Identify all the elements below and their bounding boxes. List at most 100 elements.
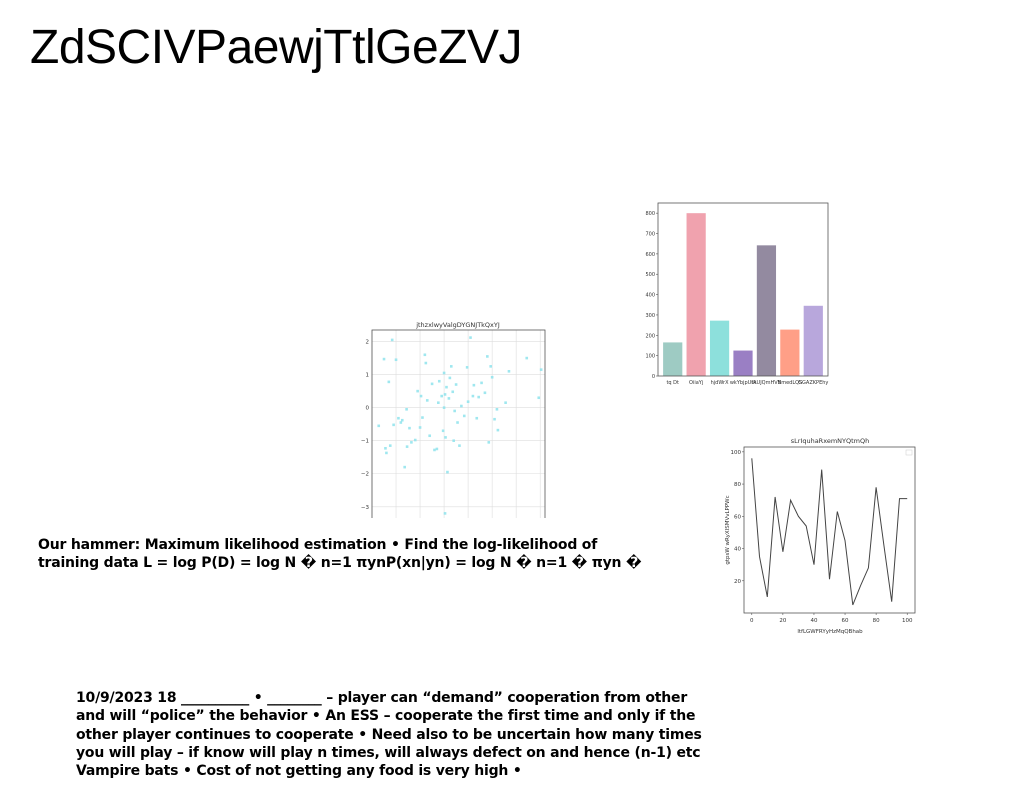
scatter-point [456, 421, 459, 424]
scatter-point [413, 438, 417, 442]
scatter-point [419, 394, 423, 398]
scatter-point [394, 358, 398, 362]
scatter-point [445, 385, 448, 389]
scatter-point [469, 336, 472, 339]
scatter-point [525, 356, 529, 360]
scatter-point [458, 444, 461, 447]
line-xtick-label: 80 [873, 618, 880, 624]
scatter-point [462, 414, 466, 418]
scatter-point [444, 436, 447, 439]
scatter-point [424, 361, 428, 365]
line-xtick-label: 0 [750, 618, 754, 624]
scatter-point [507, 370, 511, 373]
scatter-point [418, 426, 422, 429]
line-chart-title: sLrIquhaRxemNYQtmQh [791, 437, 870, 445]
scatter-point [539, 368, 543, 371]
scatter-point [392, 423, 395, 427]
scatter-point [475, 416, 479, 420]
scatter-point [447, 397, 451, 400]
scatter-point [423, 353, 427, 357]
scatter-ytick-label: −1 [361, 439, 369, 445]
bar-xtick-label: OiiaYj [689, 380, 703, 386]
paragraph-ess-notes: 10/9/2023 18 __________ • ________ – pla… [76, 690, 702, 780]
line-chart-ylabel: gtpsW wRyXISMVvLPPWc [725, 495, 731, 564]
line-ytick-label: 40 [734, 547, 741, 553]
scatter-point [489, 365, 492, 368]
scatter-point [446, 470, 449, 474]
scatter-point [399, 421, 403, 424]
scatter-point [486, 355, 489, 358]
scatter-point [495, 408, 499, 411]
scatter-point [449, 365, 453, 368]
scatter-point [441, 429, 445, 433]
scatter-point [452, 439, 455, 442]
scatter-chart-title: jthzxlwyValgDYGNJTkQxYJ [415, 321, 500, 329]
line-frame [743, 446, 916, 614]
bar-ytick-label: 400 [645, 293, 655, 299]
scatter-point [425, 399, 429, 402]
scatter-point [388, 444, 392, 447]
bar-xtick-label: hjdWrX [711, 380, 730, 386]
bar [756, 245, 777, 376]
scatter-point [471, 394, 475, 398]
scatter-point [443, 393, 447, 396]
scatter-point [408, 426, 411, 430]
scatter-point [487, 441, 491, 444]
bar-ytick-label: 700 [645, 232, 655, 238]
scatter-point [384, 446, 387, 450]
scatter-point [435, 447, 439, 451]
scatter-point [454, 383, 458, 386]
bar-ytick-label: 500 [645, 272, 655, 278]
scatter-point [448, 376, 452, 380]
scatter-point [405, 408, 408, 411]
bar-ytick-label: 600 [645, 252, 655, 258]
scatter-point [410, 441, 413, 444]
line-xtick-label: 20 [779, 618, 786, 624]
line-ytick-label: 80 [734, 482, 741, 488]
scatter-point [466, 400, 470, 404]
line-ytick-label: 100 [731, 450, 742, 456]
bar-chart: 0 100 200 300 400 500 600 700 800 tq Dt OiiaYj hjd… [645, 202, 829, 386]
scatter-point [443, 512, 447, 515]
slide-title: ZdSCIVPaewjTtlGeZVJ [30, 21, 522, 74]
scatter-point [440, 394, 443, 398]
line-chart-xlabel: ltfLGWFRYyHzMqQBhab [797, 629, 863, 635]
bar [733, 350, 753, 376]
scatter-point [430, 382, 434, 386]
scatter-point [387, 380, 391, 384]
scatter-point [493, 417, 496, 421]
bar-xtick-label: lAUJQmHVB [752, 380, 782, 386]
scatter-ytick-label: 1 [366, 373, 370, 379]
scatter-point [496, 428, 500, 432]
bar [663, 342, 683, 376]
scatter-ytick-label: 0 [366, 406, 370, 412]
line-ytick-label: 20 [734, 579, 741, 585]
scatter-point [472, 383, 476, 387]
scatter-point [428, 434, 431, 438]
scatter-point [400, 418, 404, 422]
scatter-point [537, 396, 541, 400]
bar-frame [657, 202, 829, 377]
line-xtick-label: 40 [810, 618, 817, 624]
scatter-point [480, 381, 483, 385]
bar [780, 329, 800, 376]
scatter-point [460, 404, 463, 408]
scatter-ytick-label: −3 [361, 505, 370, 511]
bar-xtick-label: GGAZKPEhy [798, 380, 828, 386]
line-xtick-label: 100 [902, 618, 913, 624]
bar-ytick-label: 0 [652, 374, 655, 380]
bar-ytick-label: 200 [645, 333, 655, 339]
bar-ytick-label: 300 [645, 313, 655, 319]
scatter-point [451, 390, 455, 394]
scatter-frame [371, 329, 546, 518]
bar [709, 320, 730, 376]
scatter-point [397, 416, 400, 420]
scatter-point [442, 406, 446, 409]
scatter-point [504, 401, 507, 404]
bar-xtick-label: NmedLQS [777, 380, 802, 386]
line-xtick-label: 60 [842, 618, 849, 624]
scatter-point [390, 338, 394, 342]
scatter-ytick-label: 2 [366, 340, 370, 346]
scatter-point [437, 401, 440, 404]
line-chart: sLrIquhaRxemNYQtmQh 0 20 40 60 80 100 20 40 60 80… [725, 437, 916, 635]
